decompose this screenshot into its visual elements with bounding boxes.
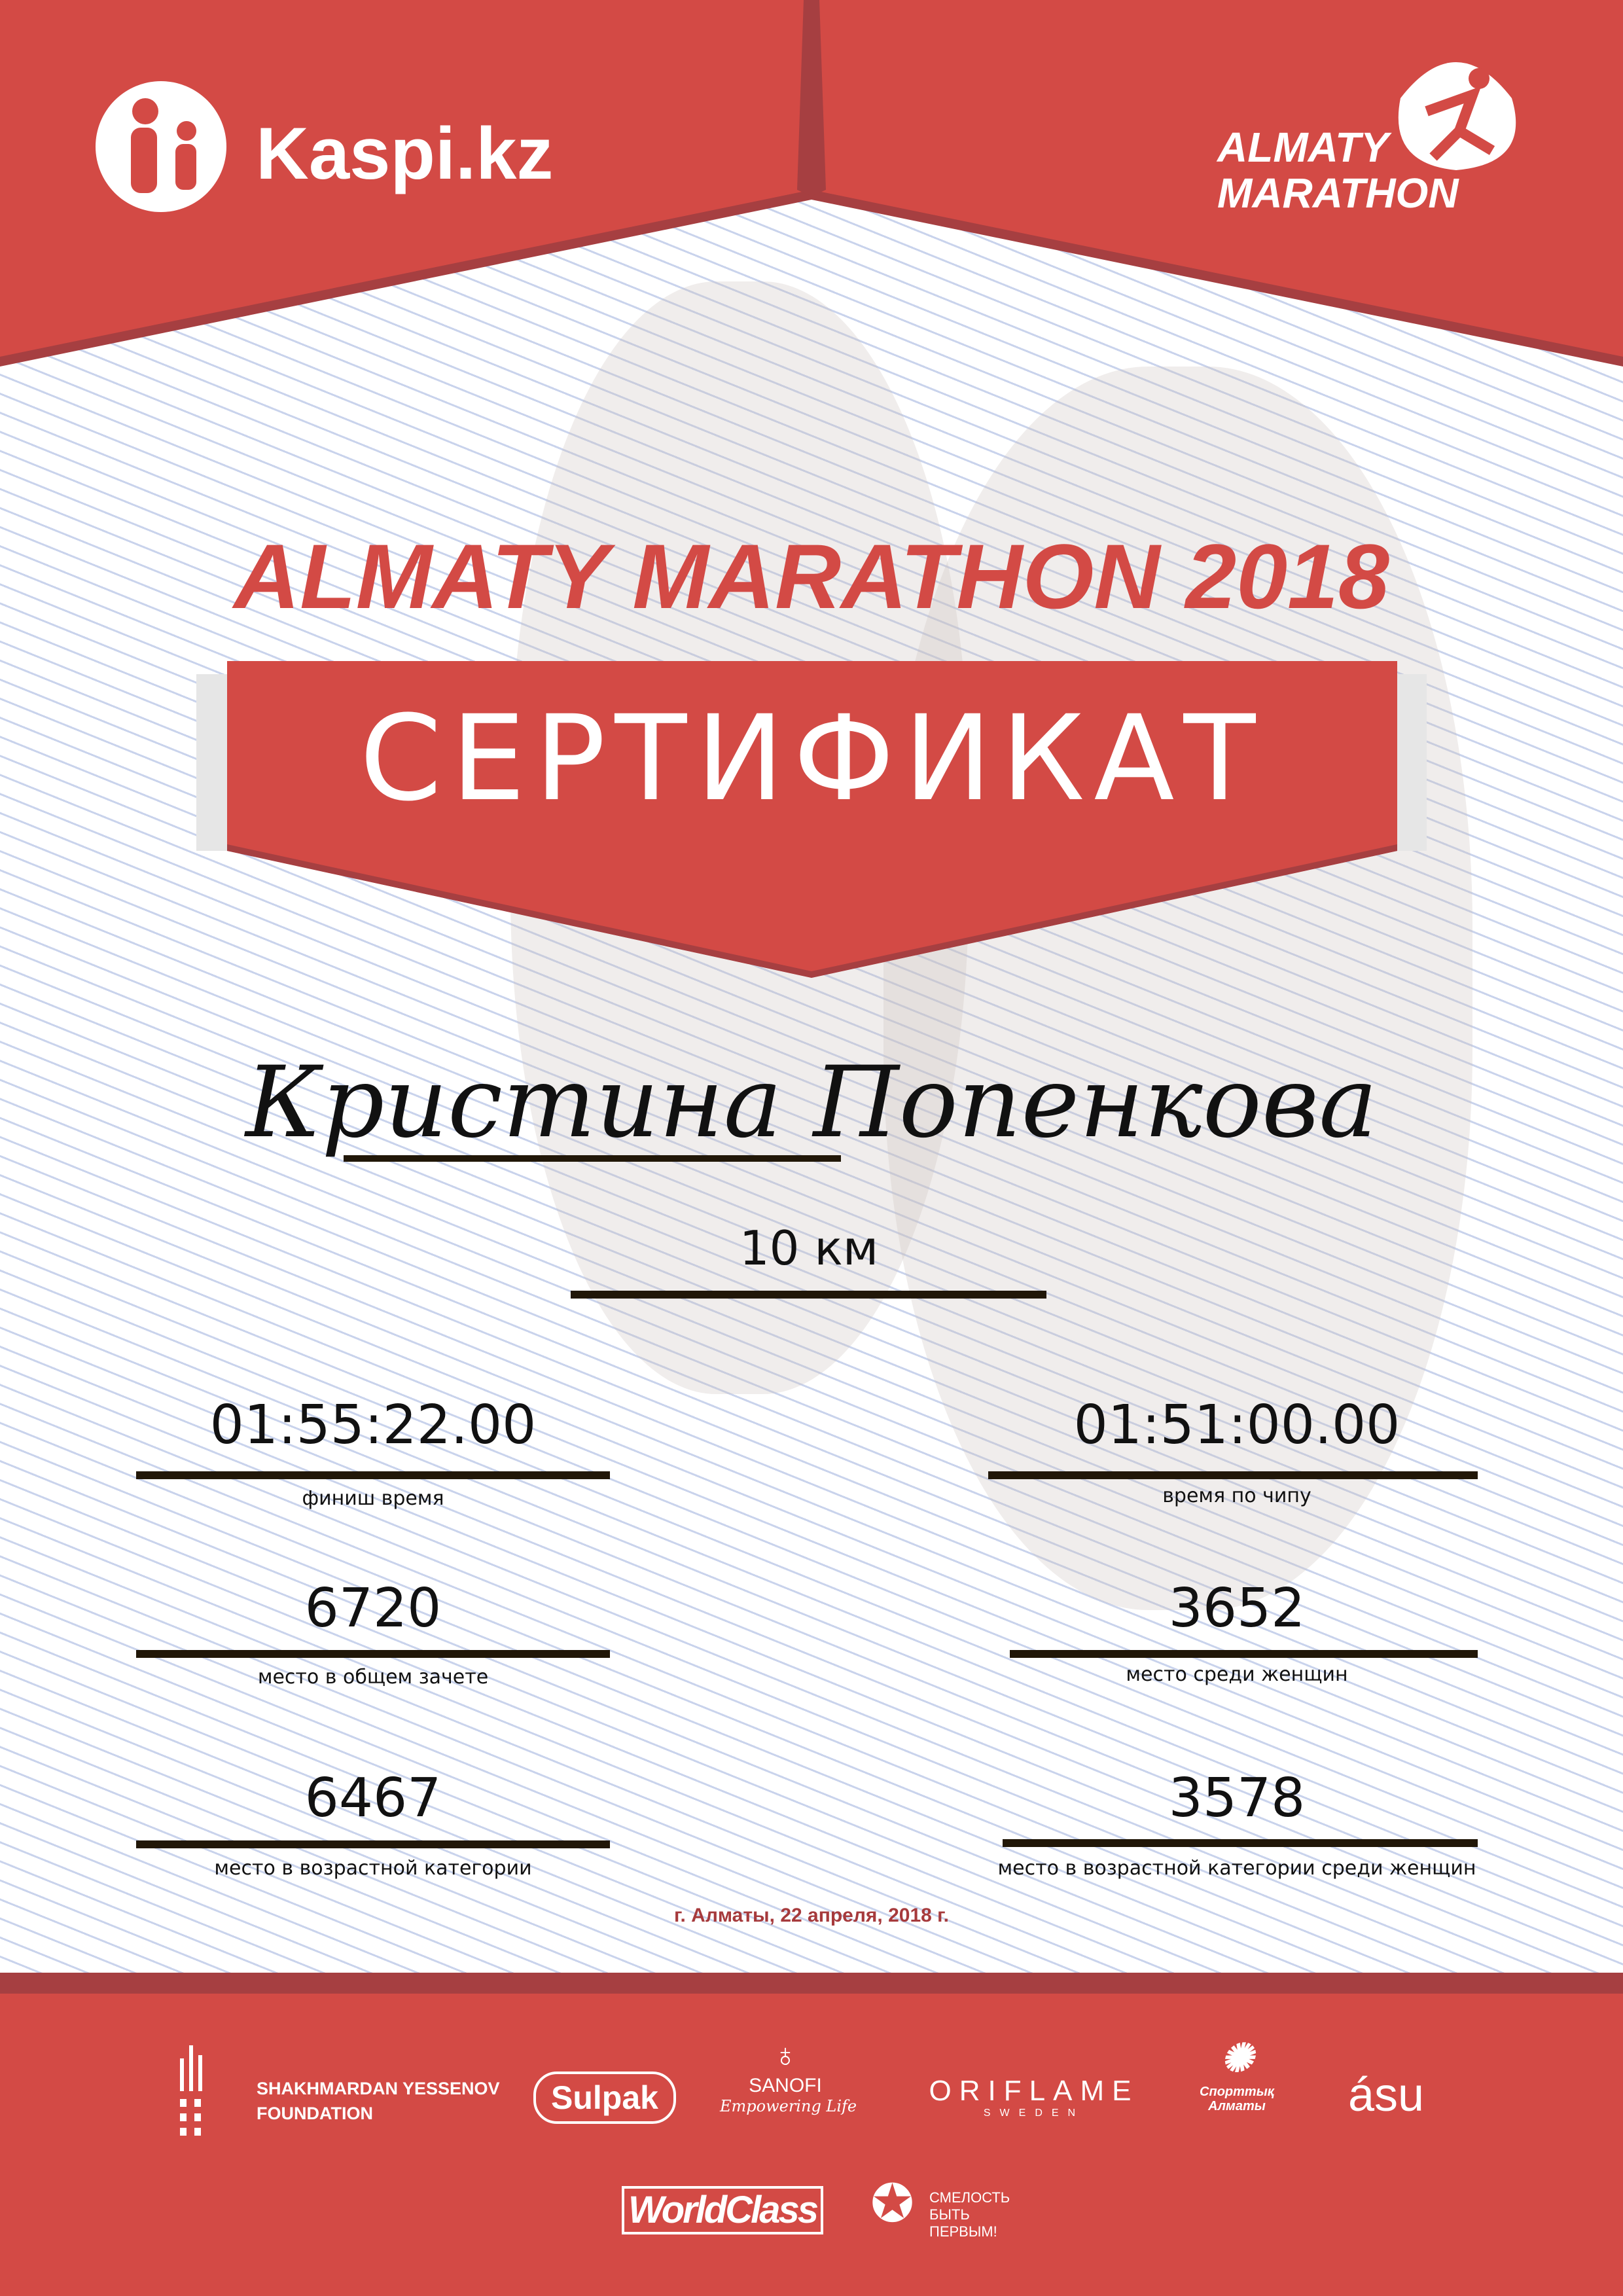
women-place-value: 3652 (1168, 1577, 1306, 1640)
asu-logo: ásu (1348, 2069, 1425, 2121)
yessenov-logo: SHAKHMARDAN YESSENOV FOUNDATION (257, 2076, 500, 2126)
almaty-marathon-logo: ALMATY MARATHON (1217, 124, 1459, 216)
divider (136, 1650, 610, 1658)
yessenov-icon (180, 2045, 202, 2136)
sport-almaty-emblem-icon: ✺ (1220, 2036, 1254, 2080)
sport-almaty-logo: ✺ Спорттық Алматы (1191, 2032, 1283, 2113)
fund-line-3: ПЕРВЫМ! (929, 2223, 997, 2240)
distance-underline (571, 1291, 1046, 1299)
footer-stripe (0, 1973, 1623, 1994)
chip-time-value: 01:51:00.00 (1073, 1394, 1400, 1456)
certificate-heading: СЕРТИФИКАТ (359, 691, 1265, 827)
certificate-ribbon (196, 661, 1427, 978)
logo-line-1: ALMATY (1217, 124, 1389, 171)
logo-line-2: MARATHON (1217, 170, 1459, 217)
sanofi-logo: ♁ SANOFI Empowering Life (720, 2036, 857, 2115)
finish-time-label: финиш время (302, 1487, 444, 1510)
sulpak-logo: Sulpak (533, 2072, 676, 2124)
sanofi-icon: ♁ (773, 2037, 798, 2073)
oriflame-name: ORIFLAME (929, 2075, 1139, 2107)
women-age-place-label: место в возрастной категории среди женщи… (997, 1857, 1476, 1880)
divider (136, 1840, 610, 1848)
kaspi-family-icon (96, 81, 226, 212)
yessenov-line-1: SHAKHMARDAN YESSENOV (257, 2079, 500, 2098)
fund-line-2: БЫТЬ (929, 2206, 970, 2223)
sanofi-name: SANOFI (749, 2075, 822, 2096)
overall-place-label: место в общем зачете (257, 1666, 489, 1689)
event-date: г. Алматы, 22 апреля, 2018 г. (674, 1905, 949, 1926)
sanofi-tagline: Empowering Life (720, 2097, 857, 2115)
age-place-label: место в возрастной категории (214, 1857, 532, 1880)
sport-almaty-line-2: Алматы (1208, 2099, 1266, 2113)
women-place-label: место среди женщин (1126, 1663, 1348, 1686)
participant-name: Кристина Попенкова (245, 1046, 1378, 1160)
yessenov-line-2: FOUNDATION (257, 2104, 373, 2123)
runner-photo-woman (883, 367, 1472, 1610)
overall-place-value: 6720 (304, 1577, 442, 1640)
oriflame-logo: ORIFLAME SWEDEN (923, 2075, 1145, 2119)
fund-icon: ✪ (870, 2174, 915, 2233)
striped-background (0, 0, 1623, 1994)
chip-time-label: время по чипу (1162, 1484, 1311, 1507)
age-place-value: 6467 (304, 1767, 442, 1829)
distance: 10 км (739, 1221, 879, 1276)
runner-icon (1398, 62, 1516, 170)
sport-almaty-line-1: Спорттық (1200, 2085, 1274, 2099)
header-band (0, 0, 1623, 367)
name-underline (344, 1155, 841, 1162)
fund-line-1: СМЕЛОСТЬ (929, 2189, 1010, 2206)
worldclass-logo: WorldClass (622, 2186, 824, 2234)
oriflame-sub: SWEDEN (983, 2108, 1085, 2119)
fund-logo: СМЕЛОСТЬ БЫТЬ ПЕРВЫМ! (929, 2189, 1010, 2240)
women-age-place-value: 3578 (1168, 1767, 1306, 1829)
divider (136, 1471, 610, 1479)
kaspi-logo: Kaspi.kz (256, 113, 554, 194)
finish-time-value: 01:55:22.00 (209, 1394, 537, 1456)
sponsors-footer (0, 1994, 1623, 2296)
divider (1010, 1650, 1478, 1658)
divider (988, 1471, 1478, 1479)
event-title: ALMATY MARATHON 2018 (234, 525, 1389, 628)
divider (1003, 1839, 1478, 1847)
